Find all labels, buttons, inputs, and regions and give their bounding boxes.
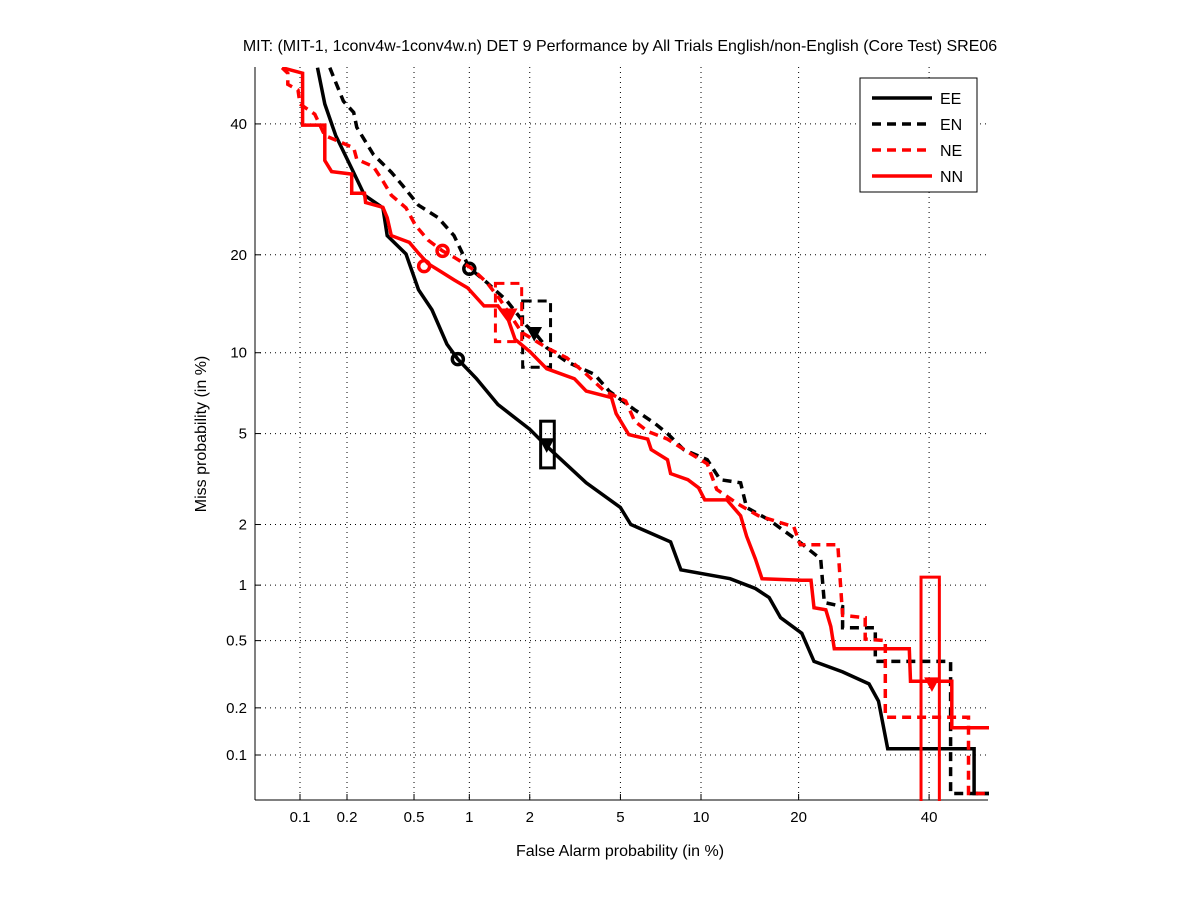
legend-label-en: EN: [940, 117, 962, 134]
min-dcf-circle-ne: [435, 243, 450, 259]
x-tick-label: 0.2: [337, 809, 358, 826]
min-dcf-circle-en: [462, 261, 477, 276]
y-axis-label: Miss probability (in %): [193, 356, 210, 512]
x-tick-label: 10: [693, 809, 710, 826]
y-tick-label: 0.2: [226, 700, 247, 717]
confidence-box-ne: [493, 281, 524, 344]
x-tick-label: 0.1: [290, 809, 311, 826]
actual-dcf-triangle-ee: [538, 438, 555, 453]
legend: EE EN NE NN: [859, 77, 978, 193]
x-tick-label: 0.5: [404, 809, 425, 826]
confidence-box-nn: [919, 575, 941, 801]
y-tick-label: 0.5: [226, 633, 247, 650]
y-tick-label: 2: [239, 517, 247, 534]
series-line-ne: [280, 67, 989, 796]
axes: 0.1 0.2 0.5 1 2 5 10 20 40 0.1 0.2 0.5 1 2 5 10 20 40: [226, 67, 988, 826]
min-dcf-circle-ee: [450, 351, 466, 367]
y-tick-label: 10: [230, 345, 247, 362]
legend-label-nn: NN: [940, 169, 963, 186]
y-tick-label: 5: [239, 426, 247, 443]
series-line-nn: [281, 67, 989, 730]
x-tick-label: 20: [790, 809, 807, 826]
x-tick-label: 2: [526, 809, 534, 826]
chart-title: MIT: (MIT-1, 1conv4w-1conv4w.n) DET 9 Pe…: [243, 38, 997, 55]
x-axis-label: False Alarm probability (in %): [516, 843, 724, 860]
y-tick-label: 1: [239, 577, 247, 594]
confidence-box-ee: [539, 419, 556, 470]
x-tick-label: 5: [616, 809, 624, 826]
legend-label-ee: EE: [940, 91, 961, 108]
legend-label-ne: NE: [940, 143, 962, 160]
y-tick-label: 20: [230, 247, 247, 264]
y-tick-label: 0.1: [226, 747, 247, 764]
y-tick-label: 40: [230, 116, 247, 133]
actual-dcf-triangle-en: [526, 327, 543, 342]
grid: [255, 67, 988, 800]
x-tick-label: 40: [921, 809, 938, 826]
actual-dcf-triangle-nn: [924, 677, 940, 692]
min-dcf-circle-nn: [416, 258, 432, 274]
series-layer: [280, 67, 989, 801]
series-line-ee: [315, 67, 989, 796]
x-tick-label: 1: [465, 809, 473, 826]
